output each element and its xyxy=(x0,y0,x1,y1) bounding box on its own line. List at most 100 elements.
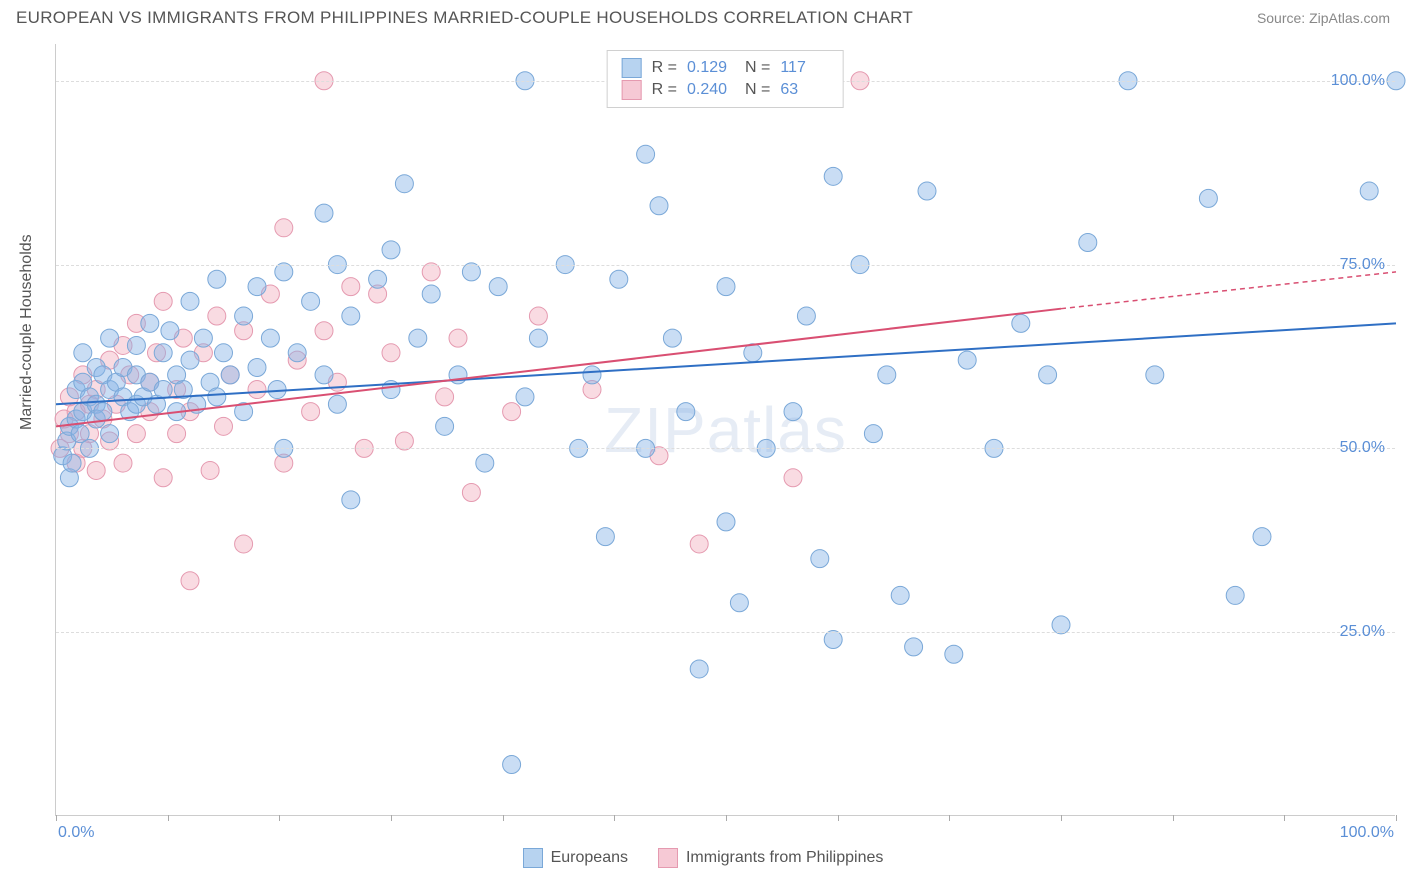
chart-title: EUROPEAN VS IMMIGRANTS FROM PHILIPPINES … xyxy=(16,8,913,28)
x-tick-label-min: 0.0% xyxy=(58,824,94,842)
scatter-point xyxy=(1039,366,1057,384)
source-label: Source: ZipAtlas.com xyxy=(1257,10,1390,26)
scatter-point xyxy=(235,535,253,553)
value-r-b: 0.240 xyxy=(687,79,735,101)
scatter-point xyxy=(476,454,494,472)
scatter-point xyxy=(717,513,735,531)
scatter-point xyxy=(382,241,400,259)
scatter-point xyxy=(864,425,882,443)
scatter-point xyxy=(141,314,159,332)
scatter-point xyxy=(918,182,936,200)
x-tick xyxy=(1173,815,1174,821)
scatter-point xyxy=(583,366,601,384)
scatter-point xyxy=(1253,528,1271,546)
gridline xyxy=(56,448,1395,449)
scatter-point xyxy=(878,366,896,384)
scatter-point xyxy=(342,307,360,325)
scatter-point xyxy=(208,307,226,325)
scatter-point xyxy=(422,263,440,281)
scatter-point xyxy=(462,263,480,281)
scatter-point xyxy=(369,270,387,288)
scatter-point xyxy=(824,167,842,185)
scatter-point xyxy=(958,351,976,369)
scatter-point xyxy=(610,270,628,288)
scatter-point xyxy=(596,528,614,546)
x-tick xyxy=(838,815,839,821)
y-tick-label: 75.0% xyxy=(1340,256,1385,274)
scatter-point xyxy=(248,359,266,377)
gridline xyxy=(56,265,1395,266)
x-tick-label-max: 100.0% xyxy=(1340,824,1394,842)
scatter-point xyxy=(181,292,199,310)
scatter-point xyxy=(168,425,186,443)
scatter-point xyxy=(529,329,547,347)
legend-label-europeans: Europeans xyxy=(551,849,628,867)
scatter-point xyxy=(288,344,306,362)
scatter-point xyxy=(101,329,119,347)
legend-stats-row-a: R = 0.129 N = 117 xyxy=(622,57,829,79)
scatter-point xyxy=(395,432,413,450)
scatter-point xyxy=(215,344,233,362)
scatter-point xyxy=(315,322,333,340)
legend-label-philippines: Immigrants from Philippines xyxy=(686,849,883,867)
scatter-point xyxy=(663,329,681,347)
scatter-point xyxy=(905,638,923,656)
scatter-point xyxy=(181,351,199,369)
scatter-point xyxy=(409,329,427,347)
scatter-point xyxy=(315,366,333,384)
x-tick xyxy=(168,815,169,821)
scatter-point xyxy=(154,292,172,310)
scatter-point xyxy=(824,631,842,649)
trend-line-philippines xyxy=(56,309,1061,427)
scatter-point xyxy=(422,285,440,303)
scatter-point xyxy=(114,454,132,472)
scatter-point xyxy=(395,175,413,193)
scatter-point xyxy=(1052,616,1070,634)
swatch-europeans xyxy=(523,848,543,868)
scatter-point xyxy=(221,366,239,384)
value-n-a: 117 xyxy=(780,57,828,79)
x-tick xyxy=(279,815,280,821)
scatter-point xyxy=(811,550,829,568)
scatter-point xyxy=(328,395,346,413)
scatter-point xyxy=(154,469,172,487)
scatter-point xyxy=(154,381,172,399)
scatter-point xyxy=(449,329,467,347)
scatter-point xyxy=(208,388,226,406)
x-tick xyxy=(503,815,504,821)
scatter-point xyxy=(516,388,534,406)
scatter-point xyxy=(154,344,172,362)
scatter-point xyxy=(87,461,105,479)
label-n: N = xyxy=(745,57,770,79)
label-n: N = xyxy=(745,79,770,101)
scatter-point xyxy=(1199,189,1217,207)
scatter-point xyxy=(1079,234,1097,252)
y-axis-label: Married-couple Households xyxy=(18,234,36,430)
legend-item-europeans: Europeans xyxy=(523,848,628,868)
scatter-point xyxy=(717,278,735,296)
scatter-point xyxy=(730,594,748,612)
scatter-point xyxy=(248,381,266,399)
scatter-point xyxy=(784,469,802,487)
trend-line-philippines-extrapolated xyxy=(1061,272,1396,309)
scatter-point xyxy=(248,278,266,296)
scatter-point xyxy=(127,425,145,443)
y-tick-label: 50.0% xyxy=(1340,439,1385,457)
x-tick xyxy=(1061,815,1062,821)
chart-svg xyxy=(56,44,1396,816)
scatter-point xyxy=(275,263,293,281)
scatter-point xyxy=(529,307,547,325)
x-tick xyxy=(949,815,950,821)
scatter-point xyxy=(74,344,92,362)
scatter-point xyxy=(315,204,333,222)
plot-wrap: ZIPatlas 25.0%50.0%75.0%100.0% R = 0.129… xyxy=(55,44,1395,816)
scatter-point xyxy=(382,344,400,362)
scatter-point xyxy=(94,403,112,421)
scatter-point xyxy=(503,403,521,421)
scatter-point xyxy=(302,292,320,310)
x-tick xyxy=(391,815,392,821)
swatch-philippines xyxy=(622,80,642,100)
scatter-point xyxy=(127,336,145,354)
swatch-europeans xyxy=(622,58,642,78)
scatter-point xyxy=(101,425,119,443)
